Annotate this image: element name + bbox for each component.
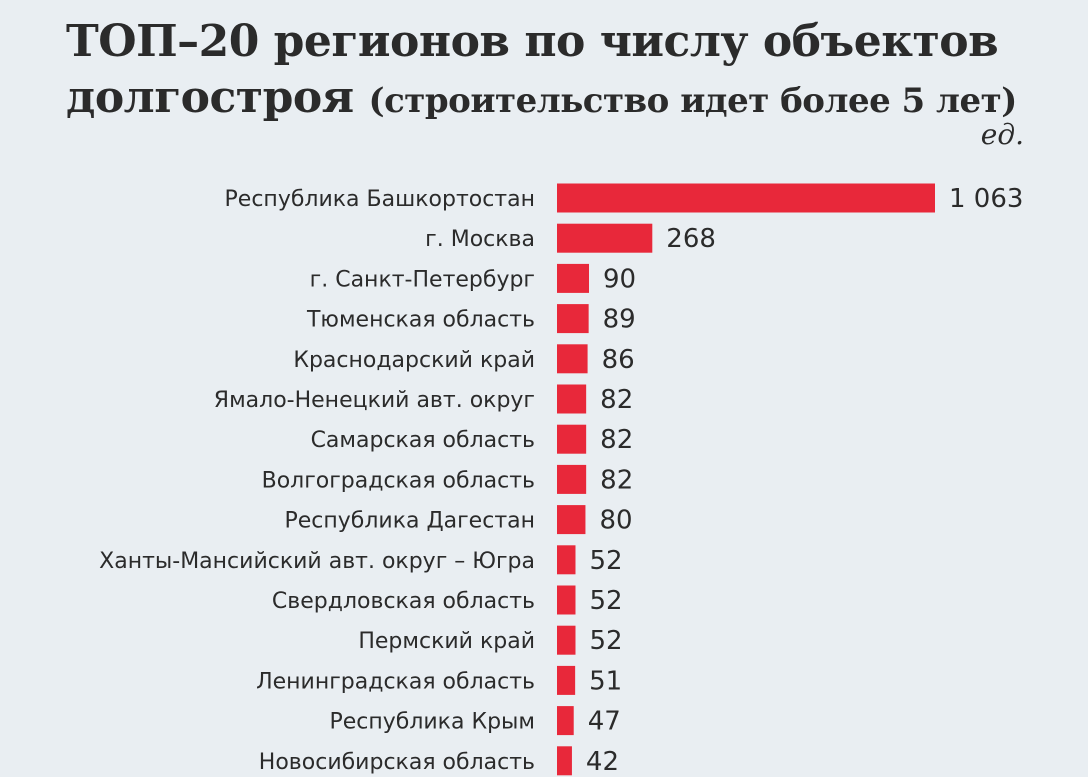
value-label: 47	[588, 707, 621, 737]
bar-14	[557, 706, 574, 736]
chart-title: ТОП–20 регионов по числу объектов долгос…	[66, 14, 1066, 129]
bar-2	[557, 223, 653, 253]
value-label: 82	[600, 465, 633, 495]
value-label: 1 063	[949, 184, 1023, 214]
bar-8	[557, 464, 587, 494]
title-line-1: ТОП–20 регионов по числу объектов	[66, 16, 999, 67]
category-label: Свердловская область	[272, 589, 535, 614]
bar-3	[557, 263, 590, 293]
value-label: 89	[603, 305, 636, 335]
category-label: г. Санкт-Петербург	[310, 267, 535, 292]
bar-15	[557, 746, 572, 776]
bar-7	[557, 424, 587, 454]
title-line-2-main: долгостроя	[66, 72, 354, 123]
category-label: Краснодарский край	[293, 348, 535, 373]
value-label: 52	[589, 546, 622, 576]
bar-11	[557, 585, 576, 615]
unit-label: ед.	[980, 118, 1024, 151]
bar-9	[557, 505, 586, 535]
value-label: 86	[602, 345, 635, 375]
category-label: Ханты-Мансийский авт. округ – Югра	[99, 549, 535, 574]
value-label: 268	[666, 224, 716, 254]
value-label: 42	[586, 747, 619, 777]
value-label: 51	[589, 666, 622, 696]
category-label: Ямало-Ненецкий авт. округ	[214, 388, 535, 413]
value-label: 82	[600, 425, 633, 455]
value-label: 52	[589, 626, 622, 656]
value-label: 80	[599, 506, 632, 536]
category-label: Ленинградская область	[256, 669, 535, 694]
category-label: Республика Крым	[329, 710, 535, 735]
category-label: г. Москва	[425, 227, 535, 252]
category-label: Самарская область	[311, 428, 535, 453]
category-label: Республика Башкортостан	[225, 187, 535, 212]
category-label: Волгоградская область	[262, 468, 535, 493]
bar-1	[557, 183, 935, 213]
bar-10	[557, 545, 576, 575]
value-label: 52	[589, 586, 622, 616]
value-label: 90	[603, 264, 636, 294]
bar-4	[557, 304, 589, 334]
category-label: Республика Дагестан	[284, 509, 535, 534]
bar-6	[557, 384, 587, 414]
category-label: Тюменская область	[306, 308, 535, 333]
bar-5	[557, 344, 588, 374]
category-label: Новосибирская область	[259, 750, 535, 775]
bar-12	[557, 625, 576, 655]
value-label: 82	[600, 385, 633, 415]
bar-13	[557, 665, 576, 695]
title-line-2-sub: (строительство идет более 5 лет)	[368, 81, 1018, 121]
category-label: Пермский край	[358, 629, 535, 654]
